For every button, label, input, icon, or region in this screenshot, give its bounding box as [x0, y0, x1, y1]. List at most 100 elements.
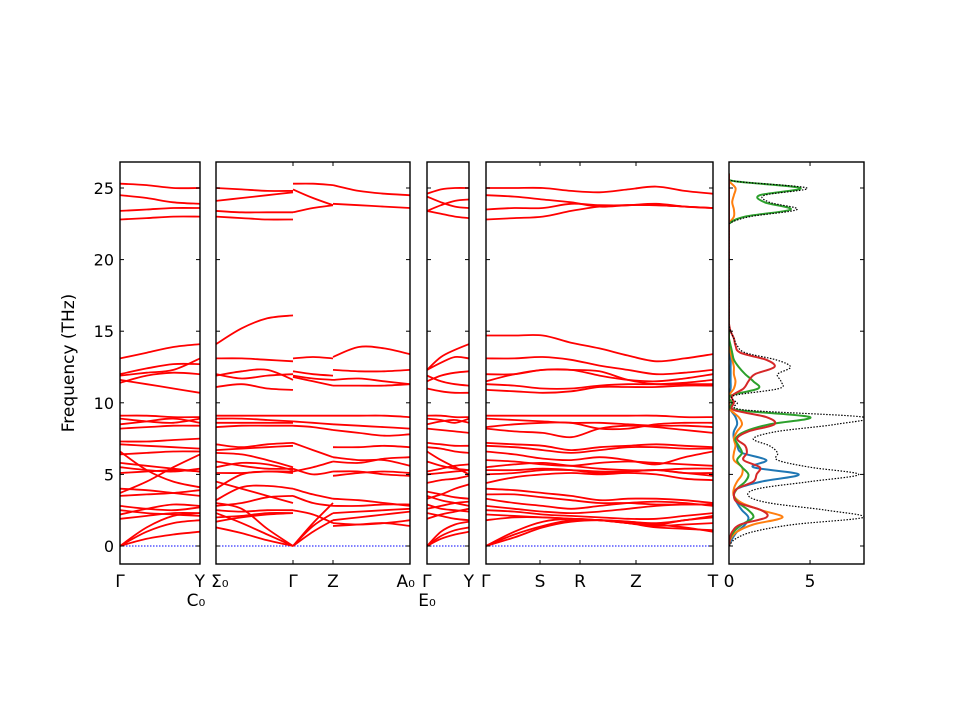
band-line — [216, 509, 294, 513]
band-line — [486, 468, 713, 476]
band-line — [292, 376, 334, 387]
band-line — [427, 512, 469, 522]
k-point-label: Z — [630, 572, 642, 592]
band-lines — [120, 182, 200, 547]
k-point-label: Γ — [288, 572, 298, 592]
k-point-label: S — [535, 572, 546, 592]
k-point-label-secondary: E₀ — [418, 591, 436, 611]
band-line — [427, 442, 469, 447]
panel-frame — [119, 161, 201, 565]
band-line — [332, 184, 410, 197]
band-line — [427, 387, 469, 394]
band-line — [120, 487, 200, 497]
dos-x-tick-label: 5 — [805, 572, 816, 592]
band-line — [427, 469, 469, 476]
band-line — [427, 503, 469, 513]
band-line — [216, 187, 294, 192]
band-line — [292, 420, 334, 426]
band-line — [332, 507, 410, 514]
band-line — [427, 355, 469, 371]
band-line — [120, 530, 200, 547]
band-line — [292, 509, 334, 524]
panel-frame — [426, 161, 470, 565]
band-line — [427, 198, 469, 212]
band-line — [427, 446, 469, 454]
band-line — [120, 357, 200, 377]
k-point-label: Γ — [422, 572, 432, 592]
band-line — [292, 487, 334, 500]
band-line — [120, 194, 200, 205]
k-point-label-secondary: C₀ — [187, 591, 206, 611]
band-line — [332, 444, 410, 449]
band-line — [486, 444, 713, 454]
band-line — [120, 371, 200, 384]
y-tick-label: 10 — [94, 394, 114, 413]
band-line — [332, 470, 410, 477]
band-line — [216, 495, 294, 507]
band-line — [120, 489, 200, 497]
band-line — [486, 518, 713, 547]
band-line — [120, 469, 200, 474]
band-line — [216, 470, 294, 490]
band-line — [292, 182, 334, 186]
band-line — [216, 417, 294, 423]
band-line — [427, 474, 469, 484]
band-line — [333, 414, 410, 418]
band-line — [486, 459, 713, 467]
band-panel-3: Γ Y E₀ — [418, 161, 475, 611]
band-line — [216, 452, 294, 469]
band-line — [486, 519, 713, 547]
panel-frame — [215, 161, 411, 565]
band-line — [292, 442, 334, 459]
band-line — [292, 356, 334, 360]
band-line — [486, 185, 713, 195]
band-line — [486, 368, 713, 386]
dos-frame — [728, 161, 865, 565]
band-line — [427, 187, 469, 195]
y-tick-label: 15 — [94, 322, 114, 341]
band-panel-1: 0 5 10 15 20 25 Γ YC₀ — [94, 161, 206, 611]
band-line — [216, 424, 293, 428]
band-line — [120, 503, 200, 516]
band-line — [120, 417, 200, 426]
band-line — [216, 444, 294, 451]
band-line — [120, 182, 200, 190]
k-point-label: Γ — [481, 572, 491, 592]
k-point-label: Γ — [115, 572, 125, 592]
y-tick-label: 20 — [94, 251, 114, 270]
k-point-label: Y — [463, 572, 475, 592]
band-line — [427, 370, 469, 383]
band-line — [216, 215, 294, 221]
band-line — [332, 522, 410, 527]
band-line — [292, 370, 334, 377]
band-line — [332, 510, 410, 522]
dos-series-partial-4 — [729, 173, 777, 547]
band-line — [292, 519, 334, 547]
k-point-label: Z — [327, 572, 339, 592]
band-line — [486, 334, 713, 363]
band-line — [120, 512, 200, 547]
band-line — [427, 500, 469, 510]
band-lines — [427, 187, 469, 547]
band-line — [120, 505, 200, 512]
band-line — [427, 414, 469, 419]
band-line — [120, 207, 200, 212]
band-line — [486, 450, 713, 466]
band-line — [292, 495, 334, 507]
band-line — [120, 443, 200, 450]
band-line — [427, 427, 469, 434]
band-line — [292, 424, 334, 431]
band-line — [216, 368, 294, 381]
band-line — [427, 343, 469, 371]
band-line — [332, 345, 410, 358]
band-line — [292, 204, 334, 214]
band-line — [427, 495, 469, 507]
band-line — [427, 463, 469, 473]
band-line — [292, 188, 334, 207]
band-line — [292, 502, 334, 547]
band-line — [427, 526, 469, 547]
band-line — [332, 429, 410, 437]
